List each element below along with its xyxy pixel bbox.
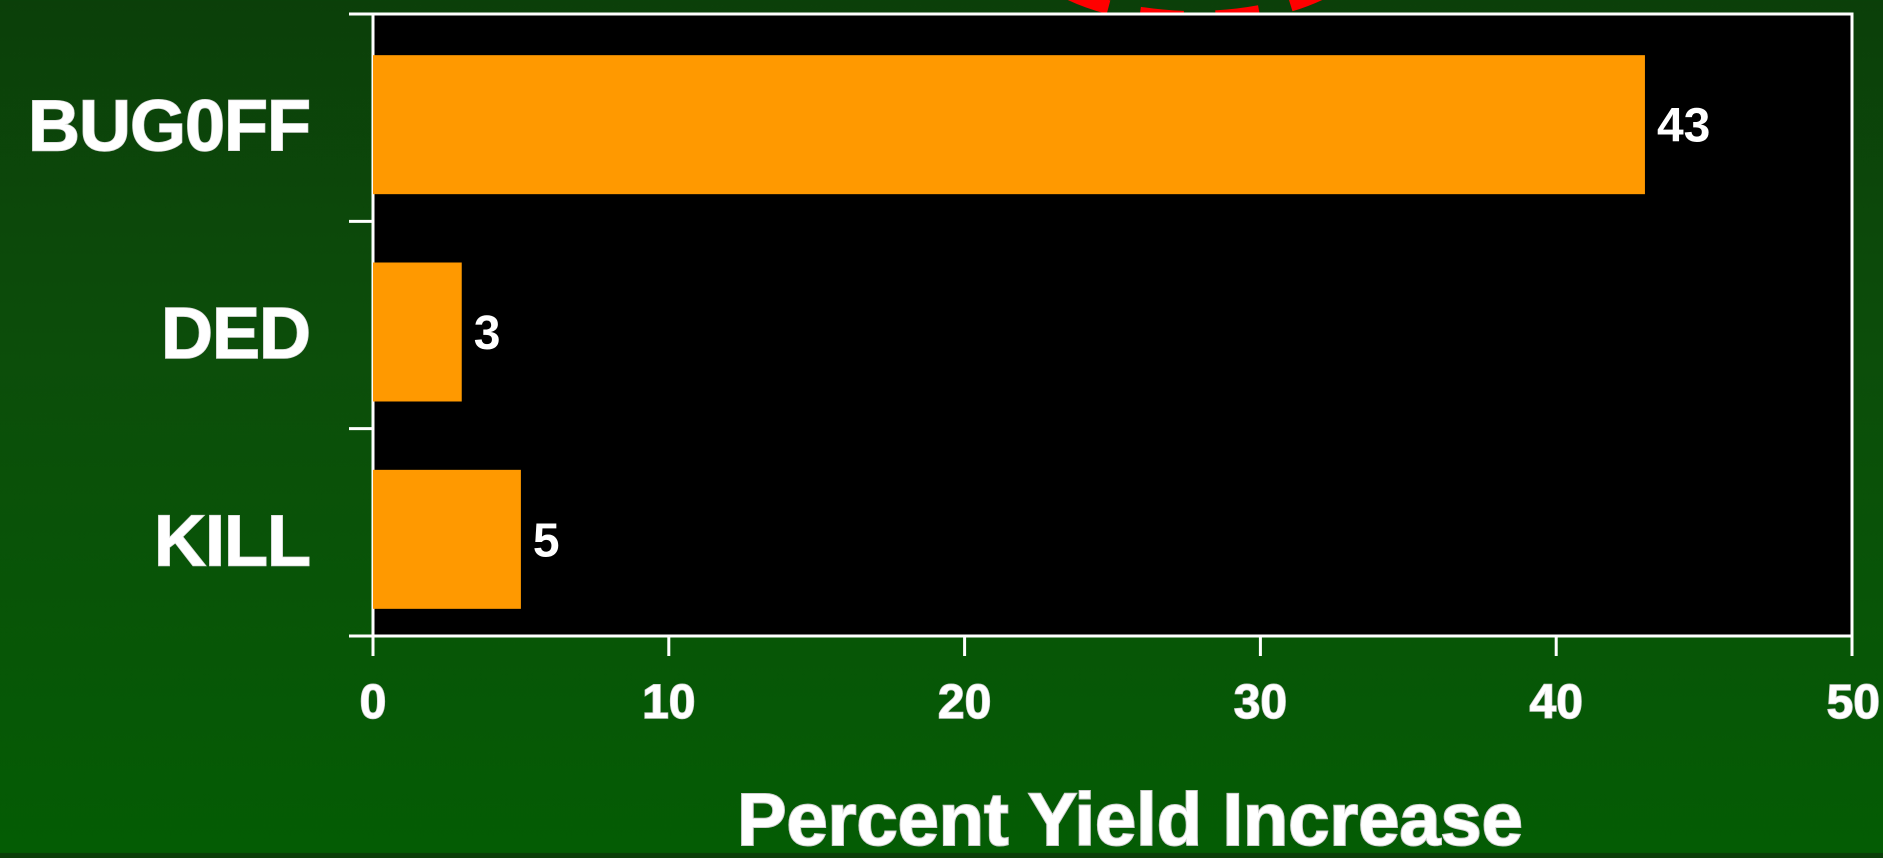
data-label-bug0ff: 43 bbox=[1657, 100, 1710, 153]
axis-layer bbox=[349, 12, 1854, 656]
x-tick-label: 10 bbox=[642, 676, 695, 729]
bar-bug0ff bbox=[373, 55, 1645, 195]
x-tick-label: 50 bbox=[1827, 676, 1880, 729]
data-label-ded: 3 bbox=[474, 307, 501, 360]
bar-ded bbox=[373, 262, 462, 402]
bar-kill bbox=[373, 469, 521, 609]
category-label-kill: KILL bbox=[154, 501, 310, 581]
x-tick-label: 30 bbox=[1234, 676, 1287, 729]
bars-layer bbox=[373, 55, 1645, 609]
category-label-bug0ff: BUG0FF bbox=[28, 87, 310, 167]
data-label-kill: 5 bbox=[533, 514, 560, 567]
x-tick-label: 20 bbox=[938, 676, 991, 729]
x-tick-label: 40 bbox=[1530, 676, 1583, 729]
x-axis-title: Percent Yield Increase bbox=[737, 778, 1523, 853]
category-label-ded: DED bbox=[161, 294, 310, 374]
x-tick-label: 0 bbox=[360, 676, 387, 729]
